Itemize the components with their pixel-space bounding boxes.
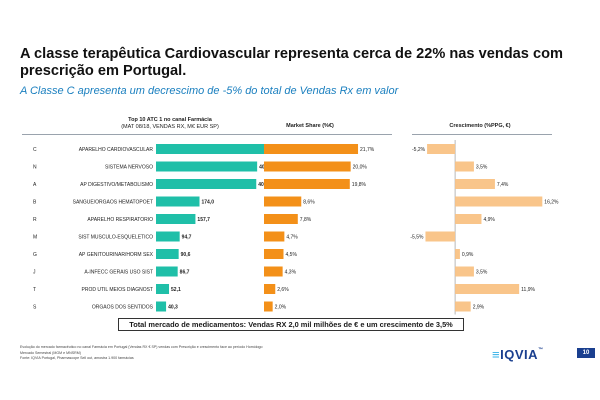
category-code: N (33, 165, 37, 171)
category-code: G (33, 252, 37, 258)
category-label: SISTEMA NERVOSO (105, 165, 153, 171)
share-value-label: 7,8% (300, 217, 312, 223)
page-subtitle: A Classe C apresenta um decrescimo de -5… (20, 85, 399, 97)
share-bar (264, 284, 276, 294)
share-bar (264, 249, 284, 259)
share-value-label: 4,7% (286, 235, 298, 241)
growth-bar (455, 284, 520, 294)
sales-value-label: 90,6 (181, 252, 191, 258)
sales-value-label: 52,1 (171, 287, 181, 293)
category-code: S (33, 305, 37, 311)
sales-bar (156, 161, 258, 172)
logo-trademark: ™ (538, 347, 544, 353)
share-bar (264, 196, 302, 207)
share-value-label: 20,0% (353, 165, 368, 171)
footnote-line: Evolução do mercado farmacêutico no cana… (20, 345, 263, 349)
sales-bar (156, 249, 179, 259)
page-title: A classe terapêutica Cardiovascular repr… (20, 46, 563, 79)
share-bar (264, 179, 350, 189)
share-bar (264, 231, 285, 242)
iqvia-logo: ≡IQVIA™ (492, 347, 544, 362)
category-label: SANGUE/ORGAOS HEMATOPOET (73, 200, 153, 206)
share-bar (264, 214, 298, 224)
category-label: SIST MUSCULO-ESQUELETICO (78, 235, 153, 241)
growth-value-label: 16,2% (544, 200, 559, 206)
footnotes: Evolução do mercado farmacêutico no cana… (20, 345, 263, 362)
category-code: C (33, 147, 37, 153)
share-panel-divider (262, 134, 392, 135)
sales-panel-subheading: (MAT 08/18, VENDAS RX, M€ EUR SP) (121, 124, 219, 130)
growth-value-label: 0,9% (462, 252, 474, 258)
sales-bar (156, 301, 167, 312)
growth-value-label: 4,9% (483, 217, 495, 223)
growth-bar (455, 161, 474, 172)
share-bar (264, 266, 283, 277)
sales-bar (156, 266, 178, 277)
sales-value-label: 157,7 (197, 217, 210, 223)
category-label: APARELHO RESPIRATORIO (87, 217, 153, 223)
sales-value-label: 40,3 (168, 305, 178, 311)
category-code: R (33, 217, 37, 223)
category-label: AP GENITOURINAR/HORM SEX (79, 252, 154, 258)
growth-panel-divider (412, 134, 552, 135)
sales-bar (156, 179, 257, 189)
page-number: 10 (577, 348, 595, 358)
growth-value-label: 11,9% (521, 287, 535, 293)
sales-panel-divider (22, 134, 266, 135)
sales-panel-heading: Top 10 ATC 1 no canal Farmácia (128, 117, 212, 123)
share-bar (264, 144, 359, 154)
growth-bar (455, 179, 495, 189)
growth-value-label: 3,5% (476, 270, 488, 276)
category-code: T (33, 287, 36, 293)
growth-bar (455, 214, 482, 224)
sales-value-label: 174,0 (202, 200, 215, 206)
share-value-label: 4,5% (286, 252, 298, 258)
logo-text: IQVIA (500, 347, 538, 362)
share-value-label: 2,0% (275, 305, 287, 311)
sales-bar (156, 214, 196, 224)
footnote-line: Fonte: IQVIA Portugal, Pharmascope Sell … (20, 356, 134, 361)
category-code: B (33, 200, 37, 206)
category-label: A-INFECC GERAIS USO SIST (84, 270, 153, 276)
growth-bar (425, 231, 456, 242)
sales-bar (156, 144, 266, 154)
growth-value-label: -5,2% (412, 147, 426, 153)
category-label: AP DIGESTIVO/METABOLISMO (80, 182, 153, 188)
category-code: A (33, 182, 37, 188)
growth-value-label: 2,9% (473, 305, 485, 311)
growth-value-label: 7,4% (497, 182, 509, 188)
category-label: ORGAOS DOS SENTIDOS (92, 305, 154, 311)
growth-bar (455, 249, 460, 259)
share-value-label: 4,3% (285, 270, 297, 276)
total-market-summary: Total mercado de medicamentos: Vendas RX… (118, 318, 464, 331)
share-bar (264, 301, 273, 312)
sales-value-label: 86,7 (180, 270, 190, 276)
growth-value-label: -5,5% (410, 235, 424, 241)
growth-bar (427, 144, 456, 154)
share-bar (264, 161, 351, 172)
growth-panel-title: Crescimento (%PPG, €) (449, 123, 511, 129)
sales-panel-title: Top 10 ATC 1 no canal Farmácia (MAT 08/1… (70, 117, 270, 131)
growth-value-label: 3,5% (476, 165, 488, 171)
share-value-label: 21,7% (360, 147, 375, 153)
sales-value-label: 94,7 (182, 235, 192, 241)
growth-bar (455, 266, 474, 277)
share-value-label: 8,6% (303, 200, 315, 206)
sales-bar (156, 231, 180, 242)
category-label: APARELHO CARDIOVASCULAR (79, 147, 154, 153)
footnote-line: Mercado Semestral (MGM e MNSRM) (20, 350, 81, 355)
growth-bar (455, 301, 471, 312)
share-panel-title: Market Share (%€) (286, 123, 334, 129)
sales-bar (156, 196, 200, 207)
growth-bar (455, 196, 543, 207)
share-value-label: 19,8% (352, 182, 367, 188)
category-code: J (33, 270, 36, 276)
sales-bar (156, 284, 170, 294)
category-label: PROD UTIL MEIOS DIAGNOST (82, 287, 154, 293)
share-value-label: 2,6% (277, 287, 289, 293)
logo-mark-icon: ≡ (492, 347, 501, 362)
category-code: M (33, 235, 37, 241)
